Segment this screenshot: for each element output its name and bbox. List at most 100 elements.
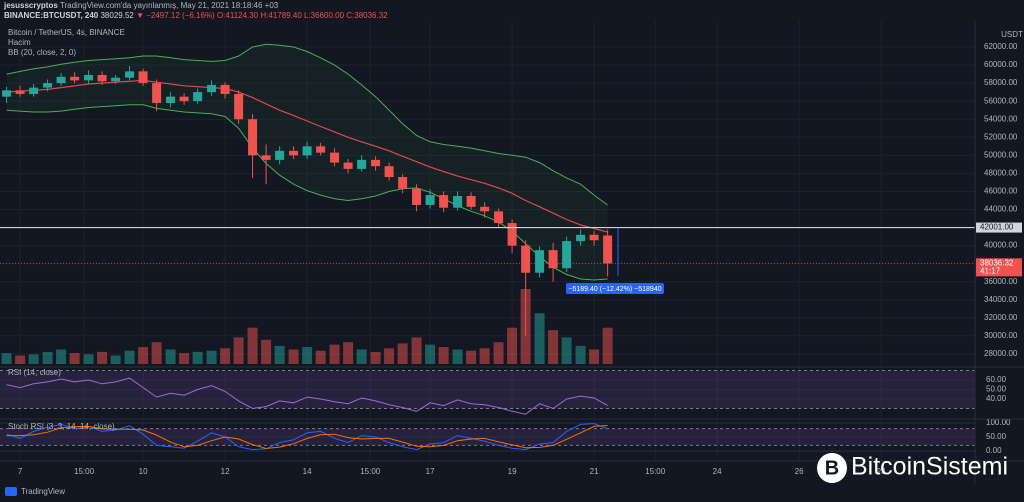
candle-body xyxy=(220,84,230,94)
candle-body xyxy=(371,159,381,167)
volume-label: Hacim xyxy=(8,38,31,47)
volume-bar xyxy=(288,349,299,364)
y-tick-label: 50000.00 xyxy=(984,150,1018,159)
volume-bar xyxy=(42,351,53,364)
y-tick-label: 32000.00 xyxy=(984,313,1018,322)
x-tick-label: 21 xyxy=(590,467,599,476)
candle-body xyxy=(562,241,572,269)
volume-bar xyxy=(466,350,477,364)
candle-body xyxy=(15,90,25,94)
y-tick-label: 58000.00 xyxy=(984,78,1018,87)
price: 38029.52 xyxy=(100,11,134,20)
volume-bar xyxy=(110,355,121,364)
x-tick-label: 15:00 xyxy=(360,467,381,476)
candle-body xyxy=(589,234,599,241)
brand-logo xyxy=(5,487,17,496)
volume-bar xyxy=(261,339,272,364)
change: ▼ −2497.12 (−6.16%) xyxy=(136,11,215,20)
chart-title: Bitcoin / TetherUS, 4s, BINANCE xyxy=(8,28,125,37)
volume-bar xyxy=(56,349,67,364)
y-tick-label: 30000.00 xyxy=(984,331,1018,340)
candle-body xyxy=(603,235,613,264)
volume-bar xyxy=(452,349,463,364)
candle-body xyxy=(357,159,367,169)
volume-bar xyxy=(370,351,381,364)
stoch-title: Stoch RSI (3, 3, 14, 14, close) xyxy=(8,422,115,431)
candle-body xyxy=(316,146,326,153)
x-tick-label: 15:00 xyxy=(74,467,95,476)
header-line-1: jesusscryptos TradingView.com'da yayınla… xyxy=(3,1,279,10)
y-tick-label: 0.00 xyxy=(986,446,1002,455)
plot-layers: 7 15:00 10 12 14 15:00 17 19 21 15:00 24 26 28 28000.… xyxy=(0,20,1022,476)
symbol: BINANCE:BTCUSDT, 240 xyxy=(4,11,99,20)
volume-bar xyxy=(192,351,203,364)
bb-lower xyxy=(6,104,608,281)
author: jesusscryptos xyxy=(3,1,58,10)
volume-bar xyxy=(315,350,326,364)
candle-body xyxy=(84,74,94,81)
last-price-box xyxy=(976,258,1022,277)
candle-body xyxy=(275,150,285,160)
volume-bar xyxy=(438,347,449,364)
candle-body xyxy=(521,245,531,273)
y-tick-label: 28000.00 xyxy=(984,349,1018,358)
candle-body xyxy=(548,250,558,269)
x-tick-label: 26 xyxy=(795,467,804,476)
candle-body xyxy=(248,119,258,156)
y-tick-label: 46000.00 xyxy=(984,187,1018,196)
candle-body xyxy=(2,90,12,97)
hline-label: 42001.00 xyxy=(980,223,1014,232)
published: TradingView.com'da yayınlanmış, May 21, … xyxy=(60,1,279,10)
bb-upper xyxy=(6,43,608,206)
indicator-label: BB (20, close, 2, 0) xyxy=(8,48,76,57)
volume-bar xyxy=(151,342,162,364)
y-tick-label: 40000.00 xyxy=(984,241,1018,250)
candle-body xyxy=(466,195,476,207)
y-tick-label: 100.00 xyxy=(986,418,1011,427)
candle-body xyxy=(166,96,176,103)
y-tick-label: 54000.00 xyxy=(984,114,1018,123)
candle-body xyxy=(43,83,53,88)
candle-body xyxy=(261,155,271,160)
x-tick-label: 10 xyxy=(139,467,148,476)
y-tick-label: 34000.00 xyxy=(984,295,1018,304)
candle-body xyxy=(70,76,80,81)
volume-bar xyxy=(83,354,94,364)
volume-bar xyxy=(179,353,190,364)
rsi-title: RSI (14, close) xyxy=(8,368,61,377)
header-line-2: BINANCE:BTCUSDT, 240 38029.52 ▼ −2497.12… xyxy=(4,11,388,20)
volume-bar xyxy=(356,349,367,364)
volume-bar xyxy=(479,348,490,364)
annotation: −5189.40 (−12.42%) −518940 xyxy=(568,286,661,293)
y-tick-label: 60000.00 xyxy=(984,60,1018,69)
volume-bar xyxy=(329,344,340,364)
x-tick-label: 12 xyxy=(221,467,230,476)
ohlc: O:41124.30 H:41789.40 L:36600.00 C:38036… xyxy=(217,11,388,20)
volume-bar xyxy=(425,344,436,364)
candle-body xyxy=(179,96,189,102)
volume-bar xyxy=(233,337,244,364)
x-tick-label: 28 xyxy=(877,467,886,476)
bb-middle xyxy=(6,79,608,233)
footer: TradingView xyxy=(5,487,65,496)
x-tick-label: 17 xyxy=(426,467,435,476)
candle-body xyxy=(302,146,312,156)
volume-bar xyxy=(124,350,135,364)
price-unit: USDT xyxy=(1001,30,1023,39)
y-tick-label: 36000.00 xyxy=(984,277,1018,286)
annotation-box xyxy=(566,283,664,294)
candle-body xyxy=(234,93,244,120)
candle-body xyxy=(193,92,203,102)
volume-bar xyxy=(602,327,613,364)
volume-bar xyxy=(274,345,285,364)
volume-bar xyxy=(589,349,600,364)
x-tick-label: 19 xyxy=(508,467,517,476)
volume-bar xyxy=(343,342,354,364)
candle-body xyxy=(425,195,435,206)
header-bar xyxy=(0,0,1024,21)
volume-bar xyxy=(384,348,395,364)
watermark-icon xyxy=(817,453,847,483)
candle-body xyxy=(56,76,66,84)
candle-body xyxy=(507,223,517,246)
y-tick-label: 44000.00 xyxy=(984,205,1018,214)
